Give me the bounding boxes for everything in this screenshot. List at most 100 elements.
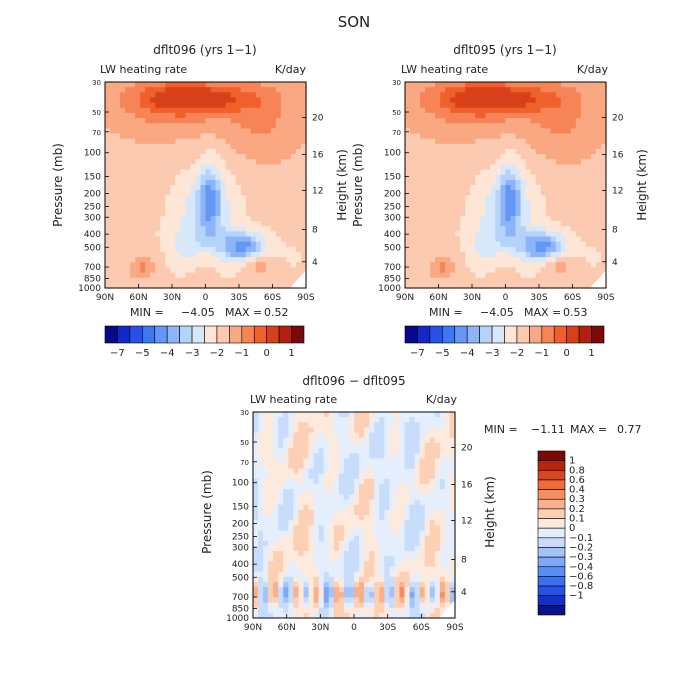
field-cell: [253, 437, 259, 444]
field-cell: [135, 246, 141, 253]
field-cell: [275, 267, 282, 274]
field-cell: [270, 174, 277, 181]
field-cell: [175, 226, 181, 232]
field-cell: [125, 97, 131, 104]
field-cell: [525, 123, 532, 129]
field-cell: [369, 458, 375, 465]
field-cell: [354, 592, 360, 598]
field-cell: [333, 504, 340, 511]
field-cell: [318, 540, 325, 547]
field-cell: [480, 128, 487, 135]
field-cell: [475, 277, 481, 284]
field-cell: [160, 236, 166, 243]
field-cell: [595, 159, 602, 165]
field-cell: [429, 478, 436, 485]
field-cell: [550, 92, 557, 99]
field-cell: [434, 442, 441, 449]
field-cell: [260, 221, 267, 227]
field-cell: [359, 458, 365, 465]
field-cell: [429, 561, 436, 568]
field-cell: [318, 442, 325, 449]
field-cell: [273, 453, 279, 459]
field-cell: [268, 612, 274, 619]
field-cell: [268, 525, 274, 532]
field-cell: [555, 185, 562, 191]
field-cell: [475, 262, 481, 268]
field-cell: [405, 179, 411, 186]
field-cell: [450, 257, 456, 263]
field-cell: [515, 97, 522, 104]
field-cell: [455, 133, 461, 140]
field-cell: [210, 179, 217, 186]
field-cell: [434, 530, 441, 537]
field-cell: [258, 551, 264, 557]
field-cell: [115, 251, 121, 258]
field-cell: [348, 453, 355, 459]
field-cell: [270, 179, 277, 186]
field-cell: [270, 143, 277, 150]
field-cell: [465, 205, 471, 212]
field-cell: [288, 427, 294, 434]
field-cell: [399, 427, 406, 434]
panel-2-field: [405, 82, 607, 289]
field-cell: [308, 571, 315, 578]
field-cell: [125, 272, 131, 279]
field-cell: [328, 576, 335, 583]
field-cell: [585, 257, 592, 263]
field-cell: [555, 190, 562, 196]
field-cell: [389, 432, 395, 439]
field-cell: [273, 412, 279, 418]
field-cell: [550, 221, 557, 227]
field-cell: [414, 463, 421, 470]
field-cell: [600, 174, 607, 181]
field-cell: [165, 277, 171, 284]
field-cell: [415, 221, 421, 227]
field-cell: [404, 612, 411, 619]
field-cell: [515, 123, 522, 129]
field-cell: [429, 571, 436, 578]
field-cell: [465, 112, 471, 119]
field-cell: [190, 185, 197, 191]
field-cell: [160, 282, 166, 289]
field-cell: [425, 159, 431, 165]
field-cell: [295, 107, 302, 114]
field-cell: [505, 215, 512, 222]
field-cell: [283, 571, 289, 578]
field-cell: [439, 468, 446, 475]
field-cell: [338, 473, 345, 480]
field-cell: [175, 210, 181, 217]
field-cell: [419, 525, 426, 532]
field-cell: [429, 432, 436, 439]
field-cell: [595, 262, 602, 268]
field-cell: [270, 102, 277, 109]
field-cell: [430, 231, 436, 238]
field-cell: [120, 190, 126, 196]
field-cell: [359, 432, 365, 439]
field-cell: [414, 422, 421, 429]
field-cell: [575, 195, 582, 202]
field-cell: [125, 226, 131, 232]
field-cell: [439, 458, 446, 465]
field-cell: [410, 231, 416, 238]
field-cell: [245, 148, 252, 155]
field-cell: [210, 251, 217, 258]
field-cell: [278, 602, 284, 609]
field-cell: [155, 82, 161, 88]
field-cell: [525, 277, 532, 284]
field-cell: [255, 148, 262, 155]
field-cell: [404, 504, 411, 511]
field-cell: [205, 262, 212, 268]
field-cell: [470, 251, 476, 258]
field-cell: [480, 282, 487, 289]
field-cell: [260, 159, 267, 165]
field-cell: [410, 241, 416, 248]
field-cell: [343, 597, 350, 604]
field-cell: [145, 174, 151, 181]
field-cell: [515, 241, 522, 248]
field-cell: [180, 154, 187, 160]
field-cell: [475, 215, 481, 222]
field-cell: [364, 509, 370, 516]
field-cell: [505, 251, 512, 258]
field-cell: [470, 138, 476, 145]
field-cell: [250, 154, 257, 160]
